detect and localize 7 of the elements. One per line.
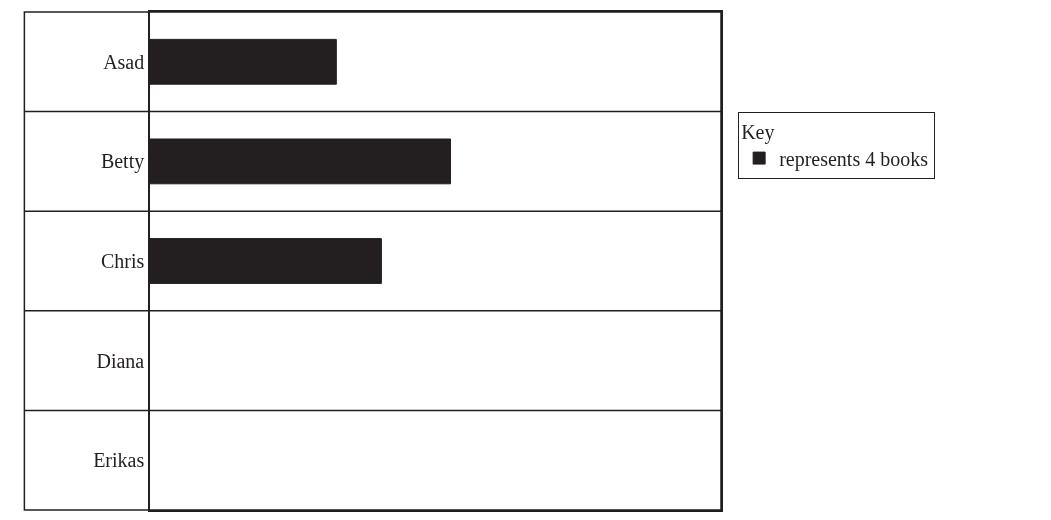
y-tick-label: Erikas xyxy=(93,449,145,472)
y-tick-label: Asad xyxy=(103,50,145,73)
y-tick-label: Diana xyxy=(96,349,145,372)
y-tick-label: Betty xyxy=(100,150,145,174)
legend-label: represents 4 books xyxy=(779,147,929,171)
legend-title: Key xyxy=(741,120,775,144)
y-tick-label: Chris xyxy=(100,250,145,272)
